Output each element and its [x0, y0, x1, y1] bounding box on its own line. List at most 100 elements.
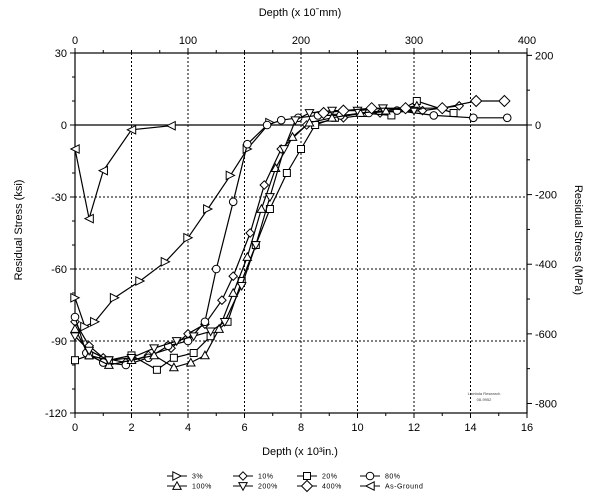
- legend-marker: [364, 480, 375, 492]
- data-point: [126, 124, 137, 135]
- data-point: [282, 169, 291, 177]
- x-tick-label: 16: [521, 422, 533, 434]
- data-point: [279, 145, 290, 155]
- legend-label: 10%: [258, 474, 274, 481]
- series-layer: [69, 94, 512, 374]
- data-point: [429, 111, 439, 120]
- data-point: [365, 101, 378, 115]
- data-point: [219, 317, 230, 328]
- right-y-tick-label: -600: [535, 329, 557, 341]
- legend-label: As-Ground: [385, 484, 423, 491]
- data-point: [502, 113, 512, 123]
- data-point: [70, 312, 80, 322]
- data-point: [188, 332, 199, 342]
- data-point: [149, 344, 160, 354]
- data-point: [109, 292, 120, 303]
- data-point: [245, 228, 256, 238]
- x-tick-label: 8: [298, 422, 304, 434]
- data-point: [168, 362, 179, 372]
- data-point: [69, 143, 80, 155]
- data-point: [203, 203, 214, 215]
- y-tick-label: -30: [51, 192, 67, 204]
- x-tick-label: 12: [408, 422, 420, 434]
- data-point: [126, 353, 137, 364]
- data-point: [97, 165, 108, 176]
- data-point: [135, 275, 146, 287]
- data-point: [83, 213, 94, 224]
- stamp-line-1: Lambda Research: [468, 391, 501, 396]
- data-point: [449, 109, 458, 117]
- data-point: [337, 104, 350, 117]
- stamp-line-2: 08-9952: [477, 397, 492, 402]
- series-line: [74, 122, 271, 328]
- series-2: [71, 97, 458, 374]
- legend-marker: [300, 479, 314, 493]
- right-y-tick-label: 0: [535, 120, 541, 132]
- data-point: [264, 193, 275, 203]
- x-tick-label: 4: [185, 422, 191, 434]
- legend-marker: [365, 471, 375, 481]
- series-line: [74, 125, 172, 219]
- data-point: [387, 111, 396, 120]
- data-point: [160, 256, 171, 267]
- legend: 3% 10% 20% 80% 100% 200% 400% As-Ground: [167, 470, 423, 493]
- data-point: [70, 292, 81, 303]
- data-point: [71, 356, 79, 365]
- legend-label: 20%: [322, 474, 338, 481]
- legend-label: 80%: [385, 474, 401, 481]
- right-y-tick-label: -800: [535, 398, 557, 410]
- legend-entry: 20%: [297, 472, 338, 481]
- data-point: [216, 295, 227, 306]
- x-tick-label: 6: [241, 422, 247, 434]
- data-point: [327, 112, 338, 122]
- axes: 0 2 4 6 8 10 12 14 160 100 200 300 400300-30-60-90-1…: [45, 35, 557, 434]
- legend-entry: 3%: [167, 470, 203, 482]
- legend-entry: 10%: [233, 471, 274, 481]
- legend-entry: 100%: [167, 480, 211, 491]
- series-6: [317, 94, 511, 120]
- data-point: [290, 116, 301, 126]
- x-axis-title: Depth (x 10³in.): [262, 446, 338, 458]
- y-tick-label: -90: [51, 336, 67, 348]
- legend-entry: 400%: [297, 479, 341, 493]
- data-point: [185, 357, 196, 367]
- data-point: [189, 349, 198, 357]
- x-tick-label: 10: [351, 422, 363, 434]
- legend-entry: As-Ground: [360, 480, 423, 492]
- right-y-axis-title: Residual Stress (MPa): [572, 185, 584, 295]
- legend-marker: [238, 471, 248, 481]
- data-point: [250, 241, 261, 251]
- data-point: [243, 139, 252, 149]
- data-point: [214, 323, 225, 333]
- x-tick-label: 0: [72, 422, 78, 434]
- data-point: [69, 332, 81, 342]
- data-point: [205, 327, 216, 337]
- data-point: [399, 101, 412, 115]
- data-point: [199, 350, 210, 360]
- top-x-tick-label: 200: [292, 35, 310, 47]
- series-line: [74, 109, 508, 366]
- data-point: [225, 170, 236, 181]
- top-x-tick-label: 400: [518, 35, 536, 47]
- data-point: [287, 131, 298, 141]
- data-point: [498, 94, 511, 108]
- data-point: [304, 109, 315, 119]
- data-point: [469, 113, 478, 123]
- data-point: [171, 337, 182, 347]
- data-point: [228, 287, 239, 297]
- legend-marker: [171, 480, 183, 490]
- y-tick-label: 0: [61, 120, 67, 132]
- legend-marker: [172, 470, 183, 482]
- legend-label: 3%: [192, 474, 203, 481]
- series-line: [74, 105, 460, 364]
- data-point: [408, 106, 420, 116]
- y-tick-label: -60: [51, 264, 67, 276]
- y-tick-label: -120: [45, 408, 67, 420]
- data-point: [276, 115, 286, 125]
- data-point: [152, 365, 161, 374]
- y-axis-title: Residual Stress (ksi): [13, 180, 25, 281]
- top-x-tick-label: 100: [179, 35, 197, 47]
- data-point: [183, 232, 194, 243]
- data-point: [200, 317, 210, 327]
